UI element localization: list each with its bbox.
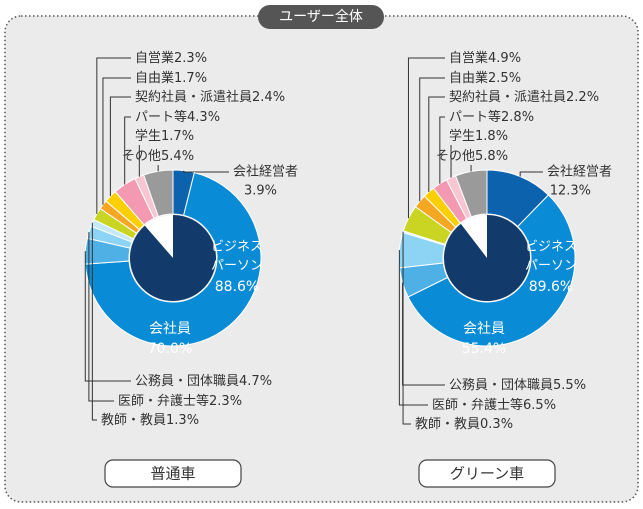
- segment-name: 契約社員・派遣社員: [449, 89, 566, 105]
- inner-value-label: 89.6%: [529, 279, 573, 295]
- segment-value-label: 70.0%: [148, 341, 192, 357]
- leader-line: [419, 77, 445, 202]
- segment-name: 自由業: [135, 70, 174, 86]
- segment-label: 会社経営者: [233, 164, 298, 180]
- segment-name: 医師・弁護士等: [118, 393, 209, 409]
- leader-line: [183, 170, 229, 173]
- title-pill: [258, 5, 384, 29]
- segment-label: その他5.4%: [122, 149, 194, 164]
- segment-value-label: 1.7%: [174, 71, 207, 86]
- inner-label: ビジネス: [525, 240, 577, 255]
- leader-line: [96, 57, 131, 214]
- segment-name: その他: [436, 149, 475, 164]
- leader-line: [88, 232, 114, 402]
- segment-name: 教師・教員: [415, 416, 480, 432]
- donut-segment: [454, 169, 488, 218]
- leader-line: [109, 96, 131, 197]
- leader-line: [407, 57, 445, 219]
- leader-line: [102, 77, 131, 205]
- inner-label: パーソン: [211, 259, 263, 274]
- segment-value-label: 5.8%: [475, 149, 508, 164]
- segment-label: 会社員: [149, 321, 191, 337]
- segment-name: 自営業: [135, 50, 174, 66]
- caption-pill: [418, 459, 556, 488]
- segment-label: 会社経営者: [547, 164, 612, 180]
- segment-value-label: 2.5%: [488, 71, 521, 86]
- donut-segment: [407, 194, 576, 347]
- donut-segment: [143, 169, 174, 218]
- segment-value-label: 2.4%: [252, 90, 285, 105]
- segment-value-label: 1.8%: [475, 129, 508, 144]
- segment-value-label: 5.5%: [553, 378, 586, 393]
- segment-value-label: 5.4%: [161, 149, 194, 164]
- segment-value-label: 12.3%: [550, 184, 591, 199]
- segment-value-label: 2.2%: [566, 90, 599, 105]
- segment-name: 自由業: [449, 70, 488, 86]
- segment-label: パート等2.8%: [449, 109, 534, 125]
- inner-value-label: 88.6%: [215, 279, 259, 295]
- chart-caption: 普通車: [150, 465, 195, 483]
- segment-value-label: 55.4%: [462, 341, 506, 357]
- inner-label: ビジネス: [211, 240, 263, 255]
- leader-line: [439, 116, 445, 184]
- segment-label: 会社員: [463, 321, 505, 337]
- segment-label: 教師・教員0.3%: [415, 416, 513, 432]
- leader-line: [402, 231, 411, 425]
- leader-line: [428, 96, 445, 192]
- leader-line: [519, 171, 543, 177]
- segment-name: 学生: [135, 128, 161, 144]
- segment-name: 教師・教員: [101, 412, 166, 428]
- segment-name: 公務員・団体職員: [135, 374, 239, 389]
- segment-value-label: 4.9%: [488, 51, 521, 66]
- segment-name: 学生: [449, 128, 475, 144]
- segment-label: 公務員・団体職員4.7%: [135, 374, 272, 389]
- leader-line: [398, 249, 428, 406]
- donut-segment: [84, 172, 262, 347]
- segment-value-label: 2.8%: [501, 110, 534, 125]
- segment-label: 教師・教員1.3%: [101, 412, 199, 428]
- segment-value-label: 3.9%: [244, 184, 277, 199]
- segment-label: 学生1.8%: [449, 128, 508, 144]
- segment-label: 自由業1.7%: [135, 70, 207, 86]
- leader-line: [124, 116, 131, 185]
- segment-label: 自営業4.9%: [449, 50, 521, 66]
- segment-value-label: 1.3%: [166, 413, 199, 428]
- segment-label: 契約社員・派遣社員2.4%: [135, 89, 285, 105]
- segment-name: パート等: [449, 109, 501, 125]
- inner-wedge: [443, 215, 530, 301]
- segment-value-label: 0.3%: [480, 417, 513, 432]
- chart-title: ユーザー全体: [279, 8, 363, 25]
- inner-label: パーソン: [525, 259, 577, 274]
- segment-label: 自営業2.3%: [135, 50, 207, 66]
- inner-wedge: [130, 215, 216, 301]
- segment-name: 自営業: [449, 50, 488, 66]
- leader-line: [91, 222, 97, 421]
- segment-name: 公務員・団体職員: [449, 378, 553, 393]
- segment-name: 契約社員・派遣社員: [135, 89, 252, 105]
- segment-label: 自由業2.5%: [449, 70, 521, 86]
- chart-caption: グリーン車: [450, 465, 524, 483]
- segment-label: その他5.8%: [436, 149, 508, 164]
- segment-label: パート等4.3%: [135, 109, 220, 125]
- caption-pill: [104, 459, 242, 488]
- segment-name: 医師・弁護士等: [432, 397, 523, 413]
- segment-name: パート等: [135, 109, 187, 125]
- segment-label: 医師・弁護士等2.3%: [118, 393, 242, 409]
- leader-line: [84, 251, 131, 382]
- segment-value-label: 1.7%: [161, 129, 194, 144]
- segment-value-label: 6.5%: [523, 398, 556, 413]
- segment-value-label: 2.3%: [174, 51, 207, 66]
- segment-value-label: 4.3%: [187, 110, 220, 125]
- segment-label: 医師・弁護士等6.5%: [432, 397, 556, 413]
- segment-value-label: 2.3%: [209, 394, 242, 409]
- segment-label: 公務員・団体職員5.5%: [449, 378, 586, 393]
- segment-value-label: 4.7%: [239, 374, 272, 389]
- segment-name: その他: [122, 149, 161, 164]
- segment-label: 学生1.7%: [135, 128, 194, 144]
- segment-label: 契約社員・派遣社員2.2%: [449, 89, 599, 105]
